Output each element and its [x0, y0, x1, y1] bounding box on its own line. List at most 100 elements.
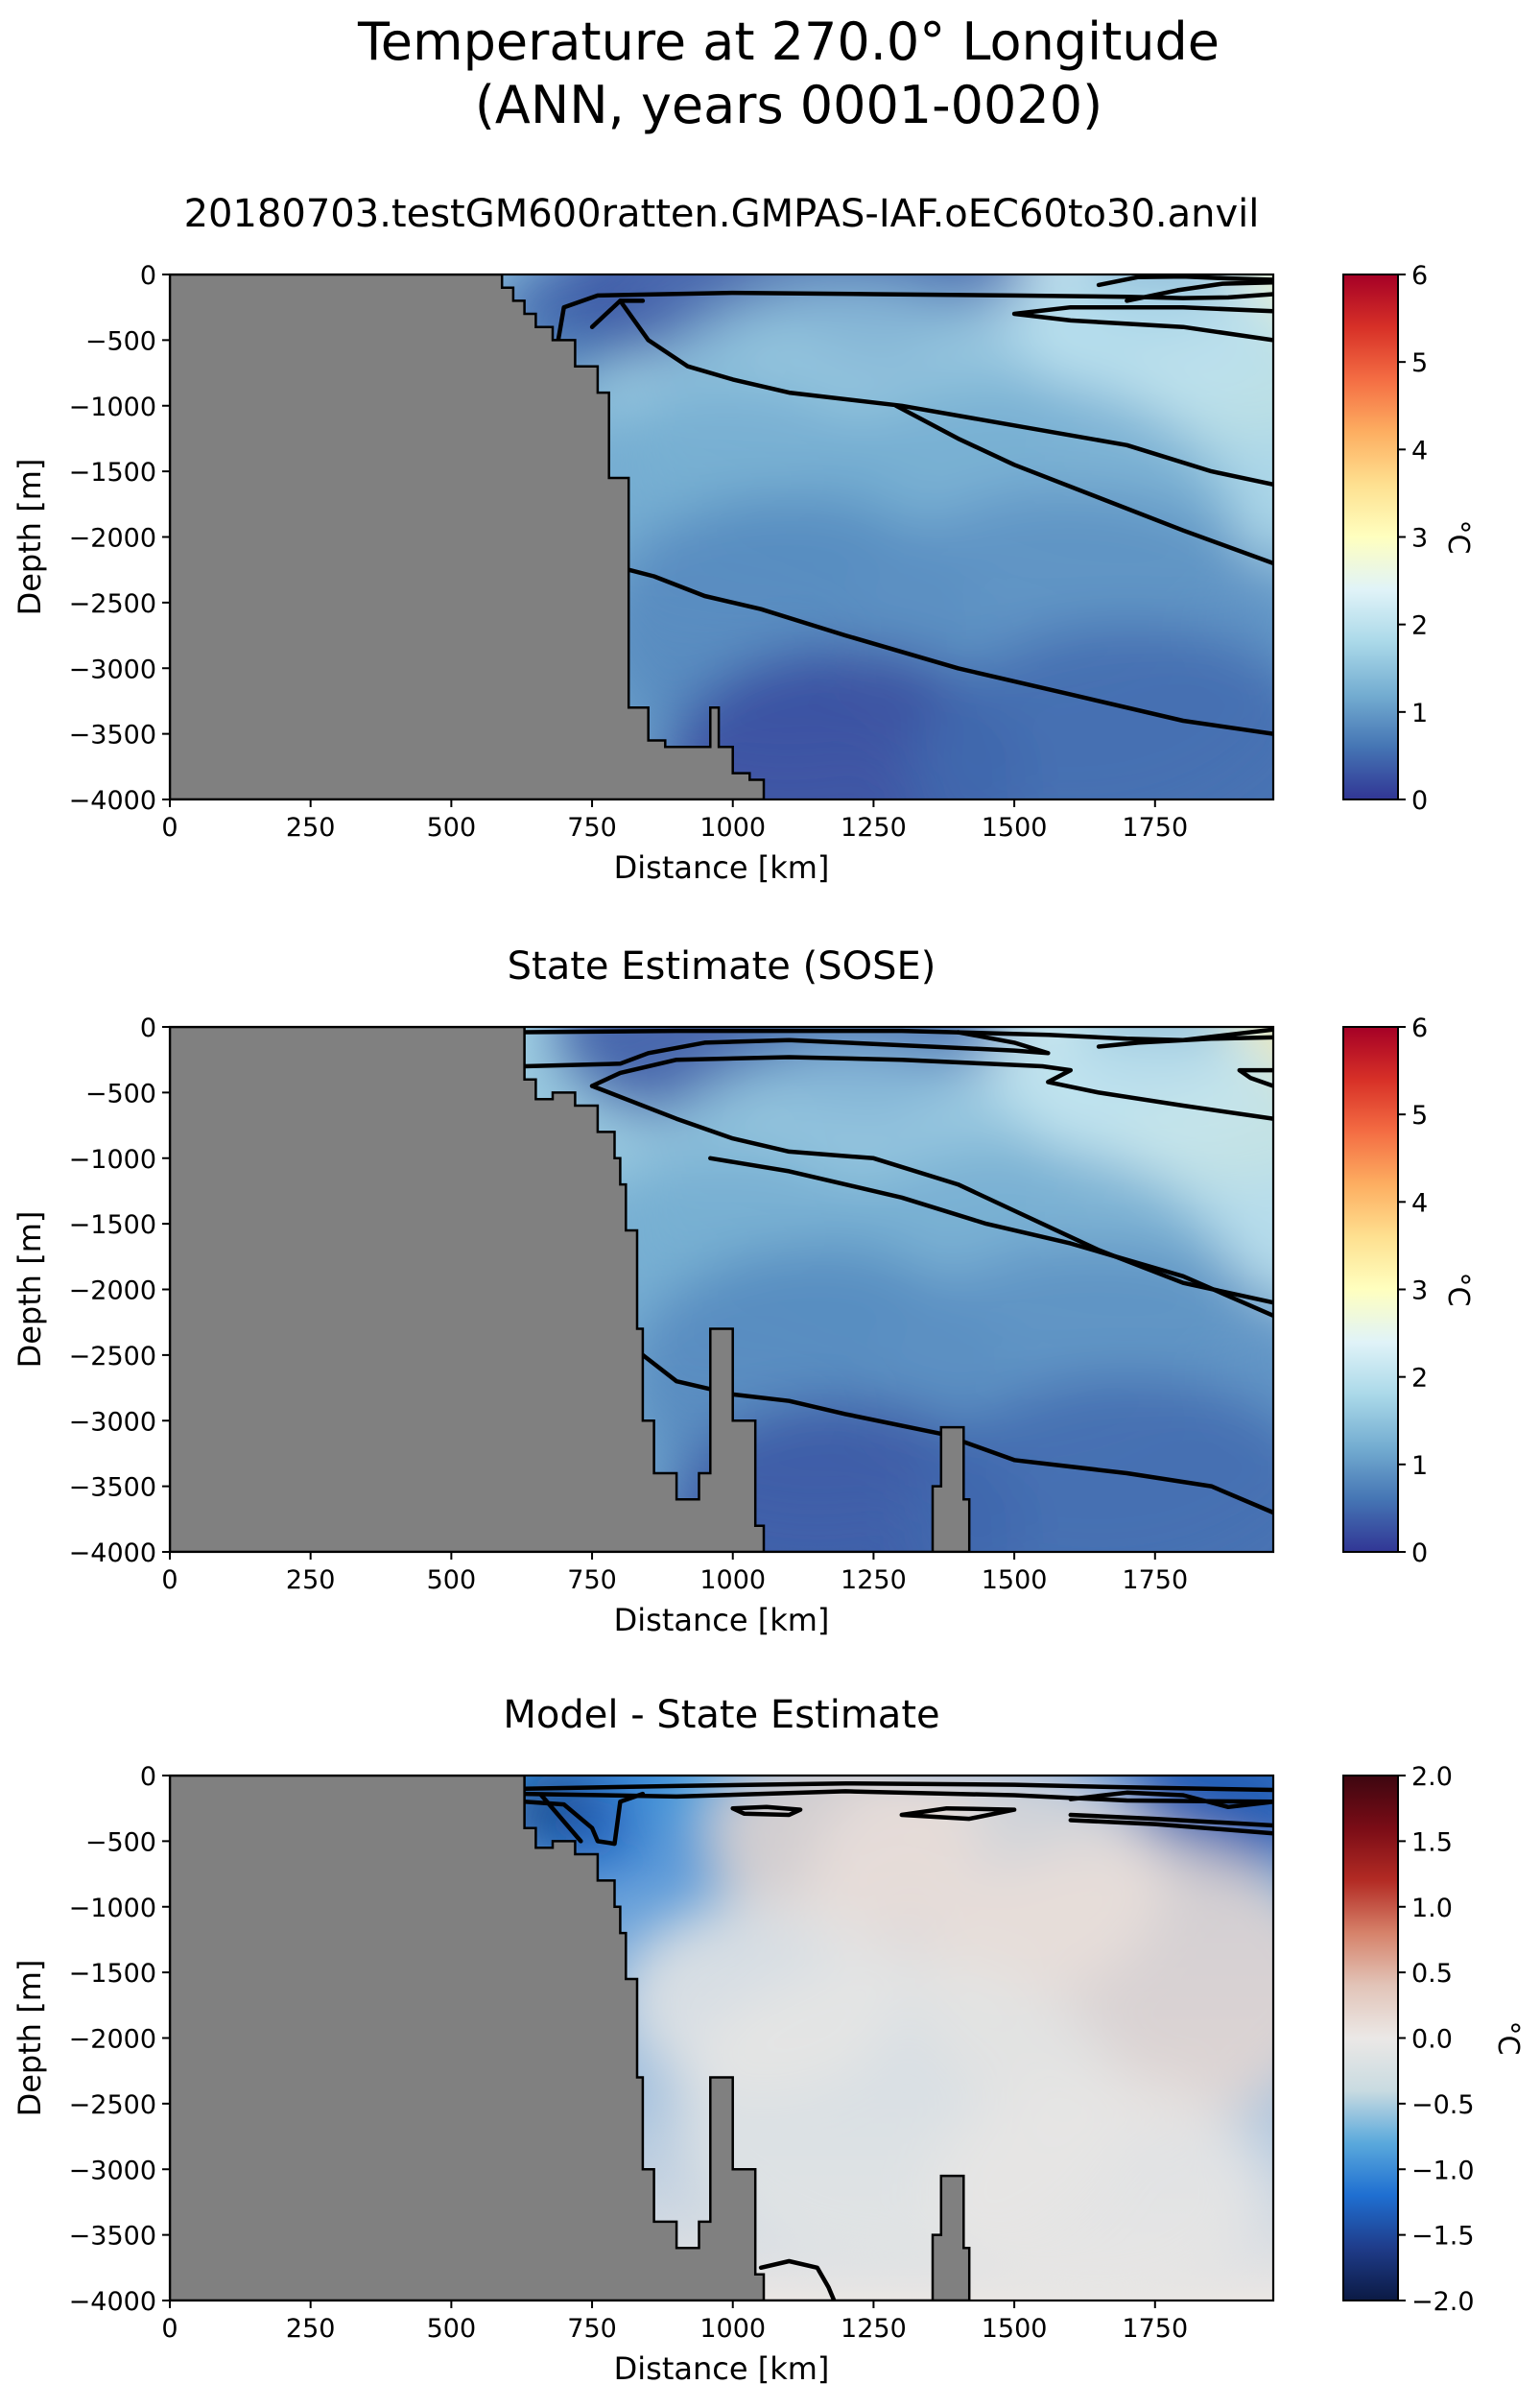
contour-line: [1237, 1067, 1273, 1088]
x-tick-label: 1000: [699, 813, 766, 843]
colorbar-tick-label: 1: [1411, 699, 1428, 728]
land-mask: [170, 1027, 971, 1552]
contour-line: [522, 1030, 1051, 1069]
colorbar-tick-label: −1.5: [1411, 2222, 1475, 2252]
colorbar: [1342, 1026, 1399, 1553]
y-axis-label: Depth [m]: [12, 1960, 48, 2117]
colorbar-tick-label: 1.5: [1411, 1827, 1453, 1857]
field-cell: [912, 1375, 1273, 1552]
y-tick-label: −1000: [69, 1145, 156, 1175]
contour-line: [1096, 274, 1273, 288]
x-tick-label: 1500: [982, 2314, 1048, 2344]
contour-line: [618, 298, 1273, 488]
y-tick-label: 0: [140, 1013, 156, 1043]
panel-title: State Estimate (SOSE): [508, 944, 936, 989]
colorbar-tick-label: 0.0: [1411, 2025, 1453, 2055]
colorbar-tick-label: 6: [1411, 1013, 1428, 1043]
y-tick-label: −500: [85, 326, 156, 356]
field-cell: [806, 1776, 1167, 2007]
contour-line: [538, 1793, 583, 1844]
contour-line: [589, 1084, 1273, 1305]
y-tick-label: −500: [85, 1079, 156, 1109]
colorbar-tick-label: 0: [1411, 786, 1428, 816]
contour-line: [1068, 1790, 1273, 1810]
x-tick-label: 750: [567, 1565, 617, 1595]
contour-line: [522, 1780, 1273, 1793]
x-tick-label: 250: [286, 813, 336, 843]
colorbar-tick-label: 6: [1411, 261, 1428, 291]
contour-line: [522, 1791, 646, 1847]
panel-title: 20180703.testGM600ratten.GMPAS-IAF.oEC60…: [184, 192, 1260, 236]
y-tick-label: −1500: [69, 1210, 156, 1240]
x-tick-label: 0: [161, 2314, 178, 2344]
y-tick-label: −3000: [69, 2156, 156, 2185]
x-tick-label: 250: [286, 2314, 336, 2344]
y-tick-label: −3500: [69, 721, 156, 751]
x-tick-label: 1250: [841, 1565, 907, 1595]
x-tick-label: 1750: [1122, 1565, 1188, 1595]
suptitle-line-2: (ANN, years 0001-0020): [475, 75, 1102, 135]
x-tick-label: 500: [427, 1565, 477, 1595]
x-tick-label: 500: [427, 813, 477, 843]
x-tick-label: 1500: [982, 1565, 1048, 1595]
colorbar-tick-label: 2: [1411, 611, 1428, 641]
y-tick-label: −500: [85, 1827, 156, 1857]
colorbar-tick-label: 2.0: [1411, 1762, 1453, 1792]
colorbar-tick-label: −2.0: [1411, 2287, 1475, 2317]
x-tick-label: 250: [286, 1565, 336, 1595]
contour-line: [589, 1055, 1273, 1121]
contour-line: [758, 2258, 837, 2301]
colorbar-tick-label: 0: [1411, 1538, 1428, 1568]
y-tick-label: −1500: [69, 1959, 156, 1989]
y-tick-label: −3000: [69, 1407, 156, 1437]
x-tick-label: 0: [161, 813, 178, 843]
field-cell: [930, 2077, 1268, 2301]
colorbar-tick-label: 2: [1411, 1364, 1428, 1394]
y-tick-label: −4000: [69, 786, 156, 816]
contour-line: [1068, 1812, 1273, 1828]
contour-line: [626, 567, 1273, 736]
colorbar: [1342, 274, 1399, 800]
x-axis-label: Distance [km]: [614, 1602, 830, 1638]
x-tick-label: 1500: [982, 813, 1048, 843]
y-tick-label: −3500: [69, 1473, 156, 1503]
contour-line: [1125, 279, 1273, 303]
y-tick-label: −3500: [69, 2222, 156, 2252]
colorbar: [1342, 1775, 1399, 2301]
x-axis-label: Distance [km]: [614, 2350, 830, 2387]
y-tick-label: −2000: [69, 2025, 156, 2055]
colorbar-tick-label: −1.0: [1411, 2156, 1475, 2185]
contour-line: [556, 290, 1273, 343]
y-tick-label: 0: [140, 261, 156, 291]
plot-area: [170, 274, 1273, 799]
field-cell: [912, 623, 1273, 799]
colorbar-label: °C: [1491, 2021, 1525, 2056]
panel-title: Model - State Estimate: [503, 1693, 939, 1737]
colorbar-tick-label: 1: [1411, 1451, 1428, 1481]
colorbar-tick-label: −0.5: [1411, 2090, 1475, 2120]
colorbar-tick-label: 3: [1411, 524, 1428, 554]
y-tick-label: −3000: [69, 655, 156, 684]
y-axis-label: Depth [m]: [12, 1211, 48, 1369]
x-tick-label: 750: [567, 2314, 617, 2344]
contour-line: [893, 403, 1273, 566]
y-tick-label: −1000: [69, 393, 156, 422]
x-tick-label: 500: [427, 2314, 477, 2344]
y-tick-label: 0: [140, 1762, 156, 1792]
contour-line: [522, 1789, 1273, 1804]
contour-line: [640, 1352, 1273, 1515]
colorbar-tick-label: 1.0: [1411, 1894, 1453, 1923]
x-tick-label: 1250: [841, 813, 907, 843]
x-tick-label: 1250: [841, 2314, 907, 2344]
colorbar-tick-label: 4: [1411, 1188, 1428, 1218]
x-axis-label: Distance [km]: [614, 849, 830, 886]
contour-line: [1068, 1818, 1273, 1836]
y-tick-label: −4000: [69, 1538, 156, 1568]
x-tick-label: 1000: [699, 1565, 766, 1595]
y-axis-label: Depth [m]: [12, 459, 48, 616]
colorbar-tick-label: 4: [1411, 436, 1428, 465]
y-tick-label: −4000: [69, 2287, 156, 2317]
x-tick-label: 1750: [1122, 2314, 1188, 2344]
y-tick-label: −2000: [69, 524, 156, 554]
